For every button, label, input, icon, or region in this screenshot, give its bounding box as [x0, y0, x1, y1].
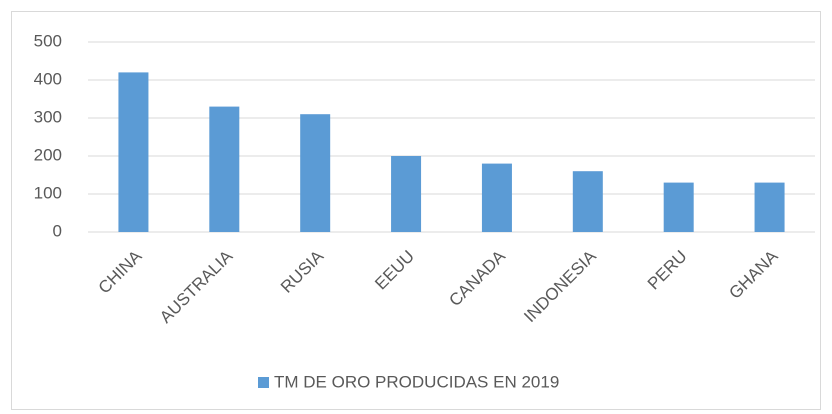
y-tick-label: 500: [34, 31, 62, 50]
bar: [572, 171, 603, 232]
bar: [118, 72, 149, 233]
bar: [391, 156, 422, 232]
bar: [754, 182, 785, 232]
bar: [209, 106, 240, 232]
legend-label: TM DE ORO PRODUCIDAS EN 2019: [274, 372, 559, 391]
bar: [300, 114, 331, 232]
y-tick-label: 100: [34, 183, 62, 202]
y-tick-label: 400: [34, 69, 62, 88]
y-tick-label: 200: [34, 145, 62, 164]
legend-swatch: [258, 377, 269, 388]
bar: [481, 163, 512, 232]
y-tick-label: 0: [53, 221, 62, 240]
y-tick-label: 300: [34, 107, 62, 126]
bar: [663, 182, 694, 232]
